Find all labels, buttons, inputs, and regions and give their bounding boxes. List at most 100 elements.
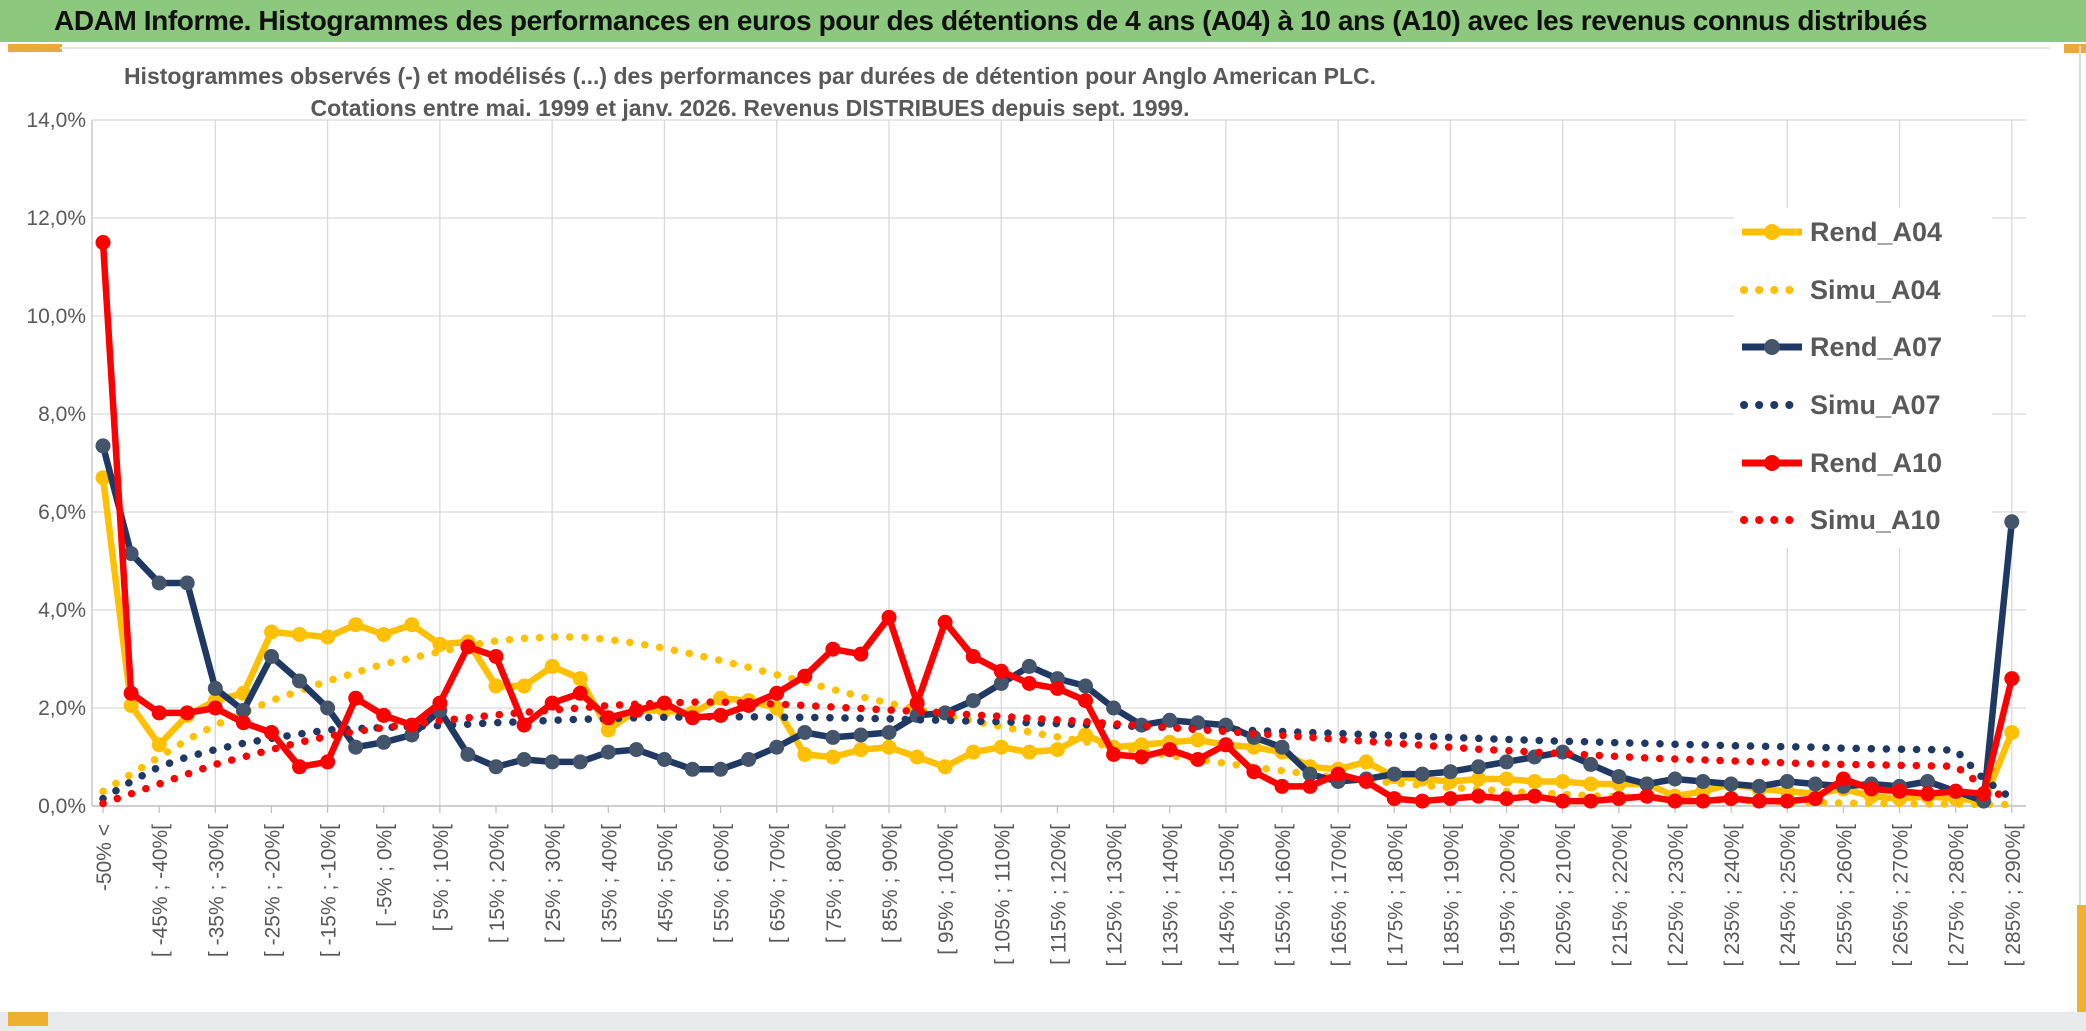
data-point-Rend_A07 bbox=[797, 725, 813, 740]
data-point-Rend_A04 bbox=[404, 617, 420, 633]
data-point-Rend_A04 bbox=[993, 739, 1009, 755]
data-point-Rend_A10 bbox=[516, 717, 532, 733]
data-point-Rend_A10 bbox=[1106, 747, 1122, 762]
data-point-Rend_A07 bbox=[1106, 700, 1122, 716]
legend-item-Rend_A07[interactable]: Rend_A07 bbox=[1742, 332, 1942, 362]
data-point-Rend_A10 bbox=[1386, 791, 1402, 807]
data-point-Rend_A10 bbox=[572, 685, 588, 701]
x-tick-label: [ -25% ; -20%[ bbox=[261, 824, 284, 957]
data-point-Rend_A04 bbox=[1499, 771, 1514, 787]
legend: Rend_A04 Simu_A04 Rend_A07 Simu_A07 Rend_A10… bbox=[1740, 217, 1942, 535]
data-point-Rend_A10 bbox=[123, 685, 139, 701]
data-point-Rend_A10 bbox=[937, 614, 953, 630]
series-Simu_A07 bbox=[99, 713, 2016, 803]
data-point-Rend_A10 bbox=[376, 707, 392, 723]
y-tick-label: 4,0% bbox=[38, 599, 86, 622]
data-point-Rend_A07 bbox=[376, 734, 392, 750]
data-point-Rend_A04 bbox=[600, 722, 616, 738]
data-point-Rend_A07 bbox=[656, 752, 672, 767]
data-point-Rend_A07 bbox=[1695, 774, 1711, 789]
data-point-Rend_A10 bbox=[1695, 793, 1711, 809]
data-point-Rend_A10 bbox=[1078, 693, 1093, 709]
data-point-Rend_A07 bbox=[1162, 712, 1178, 728]
data-point-Rend_A10 bbox=[1555, 793, 1571, 809]
data-point-Rend_A10 bbox=[1162, 742, 1178, 758]
data-point-Rend_A10 bbox=[348, 690, 364, 706]
y-axis-labels: 0,0% 2,0% 4,0% 6,0% 8,0% 10,0% 12,0% 14,0% bbox=[26, 109, 86, 818]
data-point-Rend_A10 bbox=[488, 649, 504, 664]
legend-label: Simu_A04 bbox=[1810, 275, 1941, 305]
data-point-Rend_A07 bbox=[628, 742, 644, 758]
gold-accent-right-strip bbox=[2077, 905, 2086, 1012]
y-tick-label: 6,0% bbox=[38, 501, 86, 524]
series-Simu_A04 bbox=[99, 633, 2016, 809]
data-point-Rend_A04 bbox=[1583, 776, 1599, 792]
data-point-Rend_A07 bbox=[769, 739, 785, 755]
data-point-Rend_A07 bbox=[1471, 759, 1486, 775]
data-point-Rend_A07 bbox=[1499, 754, 1514, 770]
data-point-Rend_A10 bbox=[264, 725, 279, 740]
x-tick-label: [ 35% ; 40%[ bbox=[598, 824, 621, 943]
legend-label: Simu_A07 bbox=[1810, 390, 1941, 420]
chart-title: Histogrammes observés (-) et modélisés (… bbox=[60, 60, 1440, 124]
legend-item-Simu_A04[interactable]: Simu_A04 bbox=[1740, 275, 1941, 305]
x-tick-label: [ 155% ; 160%[ bbox=[1272, 824, 1295, 967]
data-point-Rend_A04 bbox=[123, 698, 139, 713]
data-point-Rend_A10 bbox=[207, 700, 223, 716]
data-point-Rend_A10 bbox=[2004, 671, 2020, 687]
data-point-Rend_A07 bbox=[1583, 756, 1599, 772]
gold-accent-top-right bbox=[2064, 44, 2086, 53]
data-point-Rend_A07 bbox=[1807, 776, 1823, 792]
x-tick-label: [ 25% ; 30%[ bbox=[542, 824, 565, 943]
data-point-Rend_A07 bbox=[685, 761, 700, 777]
data-point-Rend_A10 bbox=[713, 707, 729, 723]
legend-item-Rend_A04[interactable]: Rend_A04 bbox=[1742, 217, 1942, 247]
data-point-Rend_A10 bbox=[1414, 793, 1430, 809]
data-point-Rend_A07 bbox=[179, 575, 195, 591]
legend-item-Rend_A10[interactable]: Rend_A10 bbox=[1742, 448, 1942, 478]
data-point-Rend_A10 bbox=[1892, 783, 1907, 799]
x-tick-label: [ 95% ; 100%[ bbox=[935, 824, 958, 955]
data-point-Rend_A10 bbox=[1471, 788, 1486, 804]
chart-right-border bbox=[2079, 46, 2081, 906]
data-point-Rend_A04 bbox=[2004, 725, 2020, 740]
legend-item-Simu_A07[interactable]: Simu_A07 bbox=[1740, 390, 1941, 420]
data-point-Rend_A04 bbox=[151, 737, 167, 753]
x-tick-label: [ 105% ; 110%[ bbox=[991, 824, 1014, 965]
data-point-Rend_A07 bbox=[1611, 769, 1627, 785]
x-tick-label: [ 185% ; 190%[ bbox=[1440, 824, 1463, 967]
data-point-Rend_A10 bbox=[235, 715, 251, 731]
x-tick-label: [ 85% ; 90%[ bbox=[879, 824, 902, 943]
x-tick-label: [ -15% ; -10%[ bbox=[318, 824, 341, 957]
data-point-Rend_A10 bbox=[1218, 737, 1234, 753]
data-point-Rend_A10 bbox=[1948, 783, 1964, 799]
data-point-Rend_A10 bbox=[685, 710, 700, 726]
legend-item-Simu_A10[interactable]: Simu_A10 bbox=[1740, 505, 1941, 535]
legend-label: Rend_A10 bbox=[1810, 448, 1942, 478]
data-point-Rend_A10 bbox=[1190, 752, 1206, 767]
data-point-Rend_A04 bbox=[965, 744, 981, 760]
x-tick-label: [ -5% ; 0%[ bbox=[374, 824, 397, 927]
data-point-Rend_A07 bbox=[1386, 766, 1402, 782]
data-point-Rend_A07 bbox=[292, 673, 307, 689]
data-point-Rend_A10 bbox=[1639, 788, 1655, 804]
x-tick-label: [ 125% ; 130%[ bbox=[1104, 824, 1127, 967]
data-point-Rend_A07 bbox=[741, 752, 757, 767]
x-tick-label: [ 205% ; 210%[ bbox=[1553, 824, 1576, 967]
sheet-title: ADAM Informe. Histogrammes des performan… bbox=[54, 5, 1928, 36]
data-point-Rend_A04 bbox=[264, 624, 279, 640]
data-point-Rend_A10 bbox=[292, 759, 307, 775]
data-point-Rend_A04 bbox=[881, 739, 897, 755]
data-point-Rend_A04 bbox=[432, 636, 448, 652]
data-point-Rend_A04 bbox=[1021, 744, 1037, 760]
data-point-Rend_A04 bbox=[937, 759, 953, 775]
data-point-Rend_A07 bbox=[713, 761, 729, 777]
x-tick-label: [ 215% ; 220%[ bbox=[1609, 824, 1632, 967]
data-point-Rend_A10 bbox=[1358, 774, 1374, 789]
x-tick-label: [ 45% ; 50%[ bbox=[654, 824, 677, 943]
data-point-Rend_A04 bbox=[1471, 771, 1486, 787]
data-point-Rend_A07 bbox=[1302, 766, 1318, 782]
x-tick-label: [ 175% ; 180%[ bbox=[1384, 824, 1407, 967]
data-point-Rend_A04 bbox=[853, 742, 869, 758]
